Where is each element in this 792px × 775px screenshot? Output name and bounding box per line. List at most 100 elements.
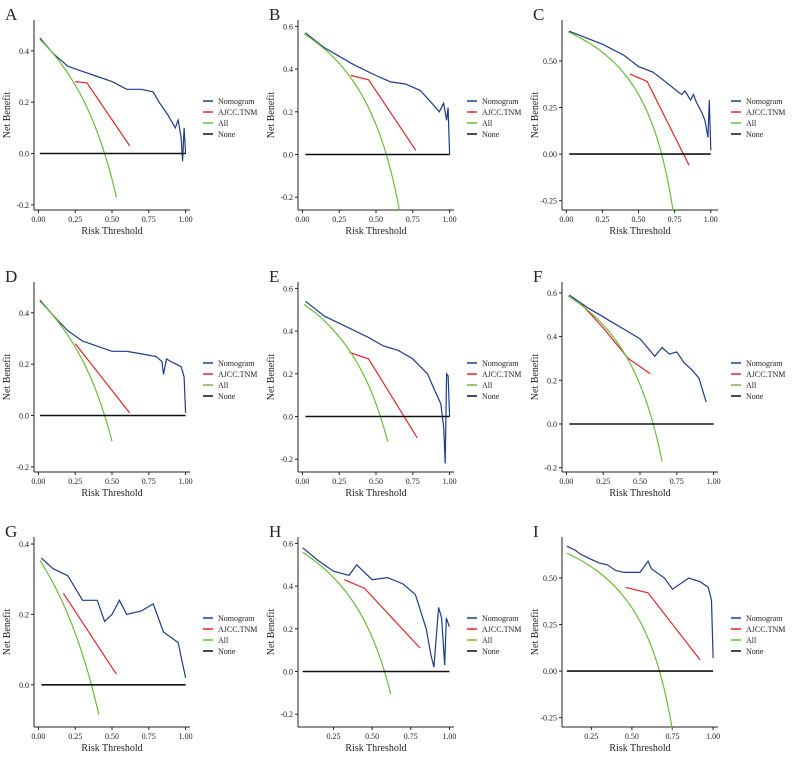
- legend-label: Nomogram: [746, 97, 783, 106]
- x-tick-label: 0.75: [668, 215, 682, 224]
- x-tick-label: 0.75: [670, 477, 684, 486]
- x-tick-label: 0.25: [332, 477, 346, 486]
- y-tick-label: 0.6: [283, 22, 293, 31]
- y-axis-label: Net Benefit: [266, 609, 277, 656]
- y-tick-label: 0.25: [543, 104, 557, 113]
- x-tick-label: 0.25: [68, 477, 82, 486]
- x-tick-label: 0.25: [584, 732, 598, 741]
- legend-label: AJCC.TNM: [746, 625, 785, 634]
- y-axis-label: Net Benefit: [530, 354, 541, 401]
- panel-letter: C: [533, 5, 544, 24]
- legend-label: AJCC.TNM: [218, 625, 257, 634]
- x-tick-label: 0.75: [666, 732, 680, 741]
- legend-label: Nomogram: [746, 614, 783, 623]
- panel-letter: D: [5, 267, 17, 286]
- legend-label: None: [218, 130, 236, 139]
- y-tick-label: 0.25: [543, 621, 557, 630]
- legend-label: AJCC.TNM: [218, 370, 257, 379]
- series-line-nomogram: [566, 545, 714, 659]
- x-axis-label: Risk Threshold: [345, 743, 406, 754]
- y-tick-label: 0.2: [547, 376, 557, 385]
- y-tick-label: 0.6: [547, 289, 557, 298]
- panel-B: B 0.00 0.25 0.50 0.75 1.00 -0.2 0.0 0.2 0.4 0.6 Ris…: [266, 5, 521, 237]
- y-tick-label: 0.2: [283, 108, 293, 117]
- legend-label: None: [746, 647, 764, 656]
- panel-letter: A: [5, 5, 18, 24]
- y-axis-label: Net Benefit: [266, 92, 277, 139]
- panel-letter: H: [269, 522, 281, 541]
- panel-A: A 0.00 0.25 0.50 0.75 1.00 -0.2 0.0 0.2 0.4 Risk T…: [2, 5, 257, 237]
- y-tick-label: 0.0: [283, 667, 293, 676]
- y-axis-label: Net Benefit: [530, 92, 541, 139]
- x-tick-label: 0.50: [625, 732, 639, 741]
- panel-H: H 0.25 0.50 0.75 1.00 -0.2 0.0 0.2 0.4 0.6 Risk Th…: [266, 522, 521, 754]
- panel-D: D 0.00 0.25 0.50 0.75 1.00 -0.2 0.0 0.2 0.4 Risk T…: [2, 267, 257, 499]
- legend-label: None: [482, 647, 500, 656]
- y-tick-label: -0.2: [16, 463, 29, 472]
- legend-label: AJCC.TNM: [746, 108, 785, 117]
- x-tick-label: 0.25: [332, 215, 346, 224]
- legend-label: All: [746, 119, 757, 128]
- x-tick-label: 0.00: [559, 477, 573, 486]
- y-tick-label: 0.4: [283, 65, 293, 74]
- y-axis-label: Net Benefit: [2, 354, 13, 401]
- series-line-ajcc-tnm: [629, 73, 690, 166]
- panel-letter: G: [5, 522, 17, 541]
- series-line-nomogram: [302, 547, 450, 668]
- y-tick-label: 0.0: [283, 412, 293, 421]
- y-tick-label: 0.2: [283, 625, 293, 634]
- legend-label: Nomogram: [218, 614, 255, 623]
- legend-label: All: [482, 636, 493, 645]
- legend-label: All: [482, 119, 493, 128]
- x-tick-label: 0.50: [632, 215, 646, 224]
- y-tick-label: 0.00: [543, 667, 557, 676]
- series-line-all: [303, 303, 389, 443]
- legend-label: All: [218, 119, 229, 128]
- y-tick-label: 0.4: [19, 540, 29, 549]
- panel-G: G 0.00 0.25 0.50 0.75 1.00 0.0 0.2 0.4 Risk Thres…: [2, 522, 257, 754]
- x-axis-label: Risk Threshold: [81, 488, 142, 499]
- y-tick-label: 0.4: [547, 333, 557, 342]
- legend-label: AJCC.TNM: [218, 108, 257, 117]
- x-tick-label: 1.00: [442, 732, 456, 741]
- x-tick-label: 1.00: [704, 215, 718, 224]
- y-tick-label: 0.4: [283, 327, 293, 336]
- series-line-nomogram: [568, 30, 712, 151]
- legend-label: All: [218, 636, 229, 645]
- legend-label: None: [218, 392, 236, 401]
- x-tick-label: 0.00: [31, 732, 45, 741]
- x-tick-label: 0.00: [559, 215, 573, 224]
- series-line-ajcc-tnm: [625, 586, 701, 661]
- x-axis-label: Risk Threshold: [609, 743, 670, 754]
- x-tick-label: 1.00: [443, 477, 457, 486]
- legend-label: None: [746, 130, 764, 139]
- y-tick-label: 0.6: [283, 284, 293, 293]
- y-tick-label: -0.2: [280, 710, 293, 719]
- y-tick-label: -0.25: [540, 714, 557, 723]
- series-line-ajcc-tnm: [580, 303, 651, 375]
- x-tick-label: 0.50: [633, 477, 647, 486]
- y-tick-label: 0.0: [19, 150, 29, 159]
- y-axis-label: Net Benefit: [2, 92, 13, 139]
- series-line-all: [566, 552, 674, 731]
- legend-label: AJCC.TNM: [482, 370, 521, 379]
- x-tick-label: 0.00: [295, 477, 309, 486]
- series-line-nomogram: [569, 294, 707, 403]
- x-tick-label: 0.50: [105, 732, 119, 741]
- x-tick-label: 0.50: [365, 732, 379, 741]
- series-line-ajcc-tnm: [350, 74, 417, 151]
- series-line-all: [39, 560, 100, 715]
- legend-label: Nomogram: [218, 97, 255, 106]
- x-tick-label: 0.00: [295, 215, 309, 224]
- panel-letter: I: [533, 522, 539, 541]
- series-line-nomogram: [305, 300, 451, 464]
- panel-letter: F: [533, 267, 542, 286]
- legend-label: None: [218, 647, 236, 656]
- x-axis-label: Risk Threshold: [345, 226, 406, 237]
- legend-label: All: [218, 381, 229, 390]
- x-tick-label: 0.00: [31, 215, 45, 224]
- x-tick-label: 0.25: [68, 215, 82, 224]
- x-axis-label: Risk Threshold: [81, 743, 142, 754]
- y-tick-label: 0.0: [547, 420, 557, 429]
- series-line-all: [303, 33, 401, 212]
